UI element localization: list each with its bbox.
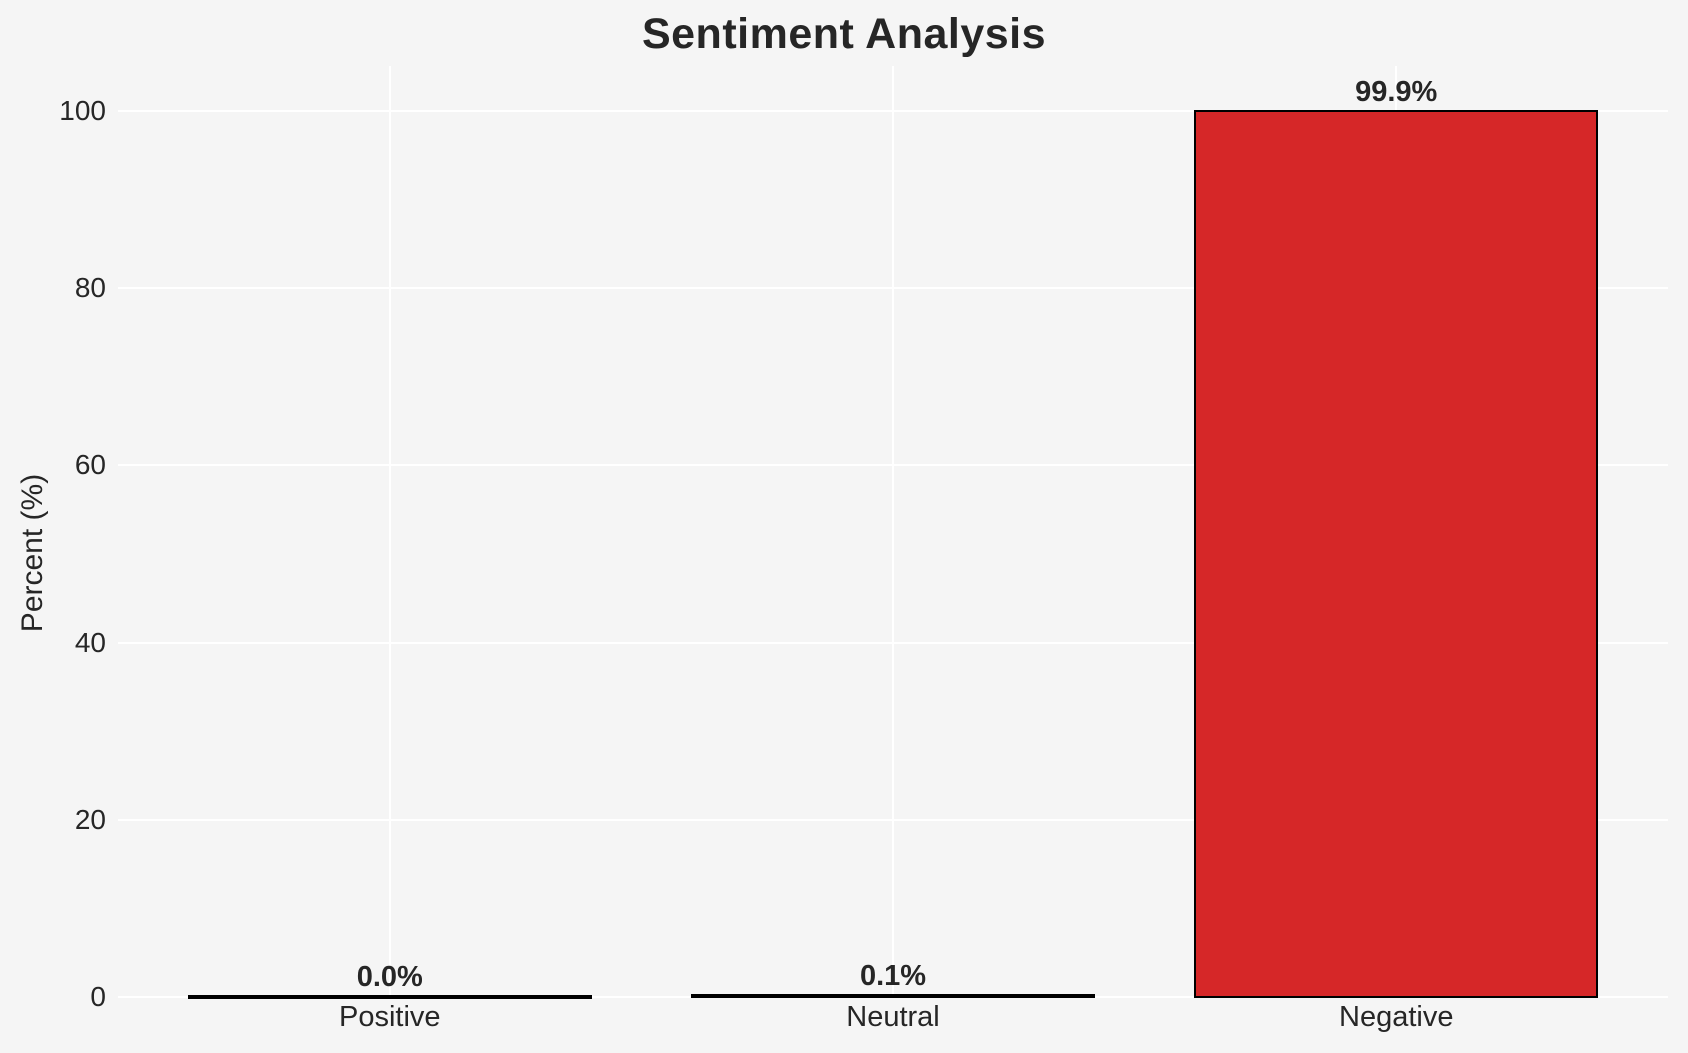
gridline-horizontal-40 bbox=[118, 641, 1668, 644]
y-tick-label-80: 80 bbox=[74, 272, 106, 304]
bar-value-label-neutral: 0.1% bbox=[859, 960, 927, 993]
x-tick-label-neutral: Neutral bbox=[846, 1001, 940, 1033]
gridline-horizontal-20 bbox=[118, 818, 1668, 821]
y-tick-label-100: 100 bbox=[59, 95, 106, 126]
y-tick-label-0: 0 bbox=[90, 981, 106, 1012]
x-tick-label-negative: Negative bbox=[1339, 1001, 1454, 1033]
gridline-horizontal-100 bbox=[118, 110, 1668, 112]
y-tick-label-40: 40 bbox=[74, 626, 106, 658]
bar-value-label-positive: 0.0% bbox=[356, 961, 423, 993]
y-axis-label: Percent (%) bbox=[16, 473, 49, 633]
bar-negative bbox=[1194, 109, 1599, 998]
bar-neutral bbox=[691, 994, 1095, 999]
gridline-horizontal-60 bbox=[118, 464, 1668, 467]
y-tick-label-20: 20 bbox=[74, 803, 106, 835]
y-tick-label-60: 60 bbox=[74, 449, 106, 481]
bar-positive bbox=[187, 995, 592, 999]
chart-title: Sentiment Analysis bbox=[641, 10, 1047, 58]
gridline-horizontal-80 bbox=[118, 287, 1668, 290]
gridline-vertical-neutral bbox=[892, 66, 894, 997]
gridline-vertical-positive bbox=[388, 66, 391, 997]
bar-value-label-negative: 99.9% bbox=[1355, 75, 1438, 108]
x-tick-label-positive: Positive bbox=[338, 1001, 441, 1033]
